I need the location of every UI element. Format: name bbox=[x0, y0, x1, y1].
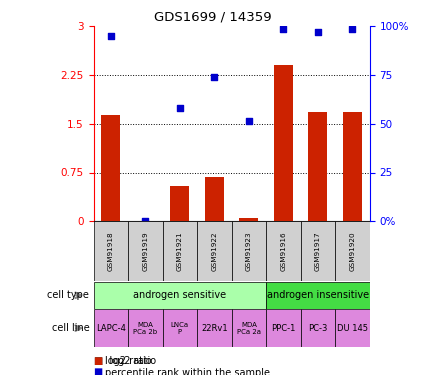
Text: percentile rank within the sample: percentile rank within the sample bbox=[105, 368, 270, 375]
Bar bbox=[128, 221, 162, 281]
Bar bbox=[197, 221, 232, 281]
Bar bbox=[266, 309, 300, 347]
Bar bbox=[162, 221, 197, 281]
Bar bbox=[266, 282, 370, 309]
Bar bbox=[94, 282, 266, 309]
Bar bbox=[239, 218, 258, 221]
Point bbox=[108, 33, 114, 39]
Point bbox=[142, 218, 149, 224]
Text: DU 145: DU 145 bbox=[337, 324, 368, 333]
Text: GDS1699 / 14359: GDS1699 / 14359 bbox=[154, 10, 271, 23]
Bar bbox=[162, 309, 197, 347]
Bar bbox=[94, 221, 128, 281]
Point bbox=[176, 105, 183, 111]
Text: GSM91917: GSM91917 bbox=[315, 231, 321, 271]
Bar bbox=[205, 177, 224, 221]
Text: ■: ■ bbox=[94, 368, 103, 375]
Text: PPC-1: PPC-1 bbox=[271, 324, 296, 333]
Text: GSM91922: GSM91922 bbox=[211, 231, 217, 271]
Bar bbox=[335, 309, 370, 347]
Bar bbox=[128, 309, 162, 347]
Text: cell type: cell type bbox=[47, 290, 89, 300]
Text: MDA
PCa 2a: MDA PCa 2a bbox=[237, 322, 261, 334]
Text: androgen sensitive: androgen sensitive bbox=[133, 290, 227, 300]
Text: MDA
PCa 2b: MDA PCa 2b bbox=[133, 322, 157, 334]
Text: PC-3: PC-3 bbox=[308, 324, 328, 333]
Bar bbox=[343, 112, 362, 221]
Bar bbox=[335, 221, 370, 281]
Text: androgen insensitive: androgen insensitive bbox=[267, 290, 369, 300]
Bar bbox=[274, 65, 293, 221]
Text: ■  log2 ratio: ■ log2 ratio bbox=[94, 356, 156, 366]
Point bbox=[246, 118, 252, 124]
Text: LNCa
P: LNCa P bbox=[171, 322, 189, 334]
Bar bbox=[101, 115, 120, 221]
Bar bbox=[309, 112, 327, 221]
Point bbox=[211, 74, 218, 80]
Text: GSM91919: GSM91919 bbox=[142, 231, 148, 271]
Text: GSM91921: GSM91921 bbox=[177, 231, 183, 271]
Text: LAPC-4: LAPC-4 bbox=[96, 324, 126, 333]
Point bbox=[349, 26, 356, 32]
Bar bbox=[170, 186, 189, 221]
Text: 22Rv1: 22Rv1 bbox=[201, 324, 228, 333]
Text: GSM91916: GSM91916 bbox=[280, 231, 286, 271]
Text: GSM91918: GSM91918 bbox=[108, 231, 114, 271]
Text: GSM91920: GSM91920 bbox=[349, 231, 355, 271]
Bar bbox=[300, 221, 335, 281]
Bar bbox=[300, 309, 335, 347]
Text: GSM91923: GSM91923 bbox=[246, 231, 252, 271]
Text: ■: ■ bbox=[94, 356, 103, 366]
Point bbox=[314, 29, 321, 35]
Bar bbox=[94, 309, 128, 347]
Text: log2 ratio: log2 ratio bbox=[105, 356, 152, 366]
Bar bbox=[232, 309, 266, 347]
Bar bbox=[232, 221, 266, 281]
Text: cell line: cell line bbox=[51, 323, 89, 333]
Point bbox=[280, 26, 287, 32]
Bar bbox=[197, 309, 232, 347]
Bar bbox=[266, 221, 300, 281]
